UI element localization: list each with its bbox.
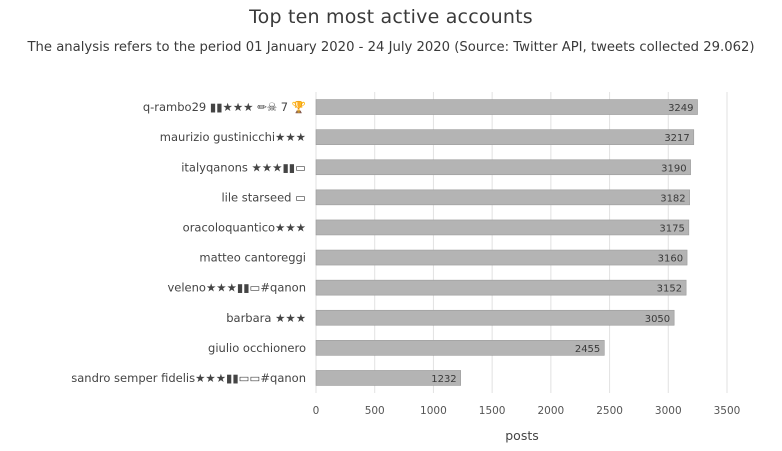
chart-subtitle: The analysis refers to the period 01 Jan… bbox=[27, 40, 755, 55]
chart-title: Top ten most active accounts bbox=[249, 6, 533, 28]
x-tick-label: 3500 bbox=[714, 405, 741, 417]
bar bbox=[315, 129, 695, 145]
bar-value-label: 3249 bbox=[668, 103, 693, 114]
category-label: lile starseed ▭ bbox=[221, 190, 306, 204]
x-tick-label: 2500 bbox=[596, 405, 623, 417]
bar-value-label: 3175 bbox=[659, 223, 684, 234]
bars: 3249 3217 3190 3182 3175 3160 3152 3050 2455 1232 bbox=[315, 99, 698, 386]
bar-value-label: 3050 bbox=[645, 314, 670, 325]
bar bbox=[315, 219, 690, 236]
x-axis-ticks: 0 500 1000 1500 2000 2500 3000 3500 bbox=[313, 405, 741, 417]
bar-value-label: 3190 bbox=[661, 163, 686, 174]
x-tick-label: 2000 bbox=[537, 405, 564, 417]
category-label: matteo cantoreggi bbox=[199, 251, 306, 265]
bar-value-label: 3152 bbox=[657, 284, 682, 295]
bar bbox=[315, 159, 691, 176]
category-label: oracoloquantico★★★ bbox=[183, 220, 306, 234]
category-label: maurizio gustinicchi★★★ bbox=[160, 130, 306, 144]
bar bbox=[315, 279, 687, 296]
bar bbox=[315, 249, 688, 266]
bar-value-label: 1232 bbox=[431, 374, 456, 385]
x-tick-label: 1000 bbox=[420, 405, 447, 417]
bar bbox=[315, 309, 675, 326]
bar bbox=[315, 189, 690, 206]
category-label: italyqanons ★★★▮▮▭ bbox=[181, 160, 306, 174]
x-tick-label: 500 bbox=[365, 405, 385, 417]
category-label: q-rambo29 ▮▮★★★ ✏☠ 7 🏆 bbox=[143, 100, 307, 114]
bar bbox=[315, 340, 605, 356]
category-label: giulio occhionero bbox=[208, 341, 306, 355]
bar-value-label: 3160 bbox=[658, 254, 683, 265]
x-tick-label: 3000 bbox=[655, 405, 682, 417]
bar-value-label: 3217 bbox=[664, 133, 689, 144]
bar bbox=[315, 99, 698, 115]
category-label: veleno★★★▮▮▭#qanon bbox=[167, 281, 306, 295]
category-label: sandro semper fidelis★★★▮▮▭▭#qanon bbox=[71, 371, 306, 385]
x-tick-label: 1500 bbox=[479, 405, 506, 417]
bar-value-label: 2455 bbox=[575, 344, 600, 355]
category-label: barbara ★★★ bbox=[226, 311, 306, 325]
x-axis-label: posts bbox=[505, 428, 539, 443]
bar-value-label: 3182 bbox=[660, 193, 685, 204]
category-labels: q-rambo29 ▮▮★★★ ✏☠ 7 🏆 maurizio gustinicc… bbox=[71, 100, 306, 385]
bar bbox=[315, 370, 461, 386]
x-tick-label: 0 bbox=[313, 405, 320, 417]
